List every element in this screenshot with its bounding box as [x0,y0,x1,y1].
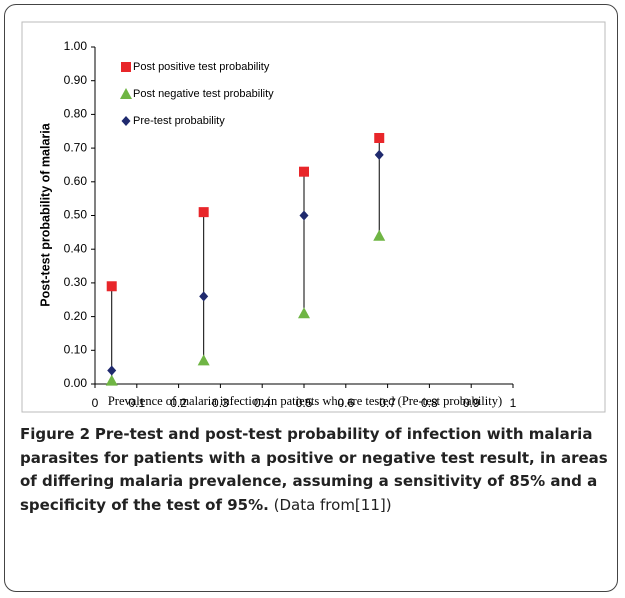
caption-bold-text: Pre-test and post-test probability of in… [20,425,608,514]
point [107,365,117,376]
legend-label: Post negative test probability [133,88,274,100]
point [199,291,209,302]
x-tick-label: 0.4 [254,396,271,410]
point [198,207,209,218]
point [373,229,386,241]
point [299,166,309,177]
point [106,281,117,292]
y-tick-label: 0.50 [64,208,88,222]
x-tick-label: 0 [92,396,99,410]
y-axis-title: Post-test probability of malaria [38,122,52,306]
legend-marker [121,116,131,126]
y-tick-label: 0.40 [64,241,88,255]
x-axis-title: Prevalence of malaria infection in patie… [108,394,502,408]
figure-frame [4,4,618,592]
legend-marker [121,62,131,72]
legend-label: Post positive test probability [133,61,270,73]
chart: Prevalence of malaria infection in patie… [21,21,606,413]
y-tick-label: 0.20 [64,309,88,323]
point [299,210,309,221]
caption: Figure 2 Pre-test and post-test probabil… [20,423,612,517]
point [105,374,118,386]
point [374,132,385,143]
x-tick-label: 0.5 [296,396,313,410]
y-tick-label: 0.00 [64,376,88,390]
point [298,307,310,319]
x-tick-label: 0.3 [212,396,229,410]
point [374,149,384,160]
x-tick-label: 0.1 [128,396,145,410]
caption-label: Figure 2 [20,425,91,443]
x-tick-label: 0.9 [463,396,480,410]
y-tick-label: 0.30 [64,275,88,289]
x-tick-label: 0.7 [379,396,396,410]
y-tick-label: 1.00 [64,39,88,53]
x-tick-label: 0.6 [337,396,354,410]
legend-label: Pre-test probability [133,115,225,127]
legend-marker [120,88,132,99]
y-tick-label: 0.80 [64,107,88,121]
x-tick-label: 0.2 [170,396,187,410]
y-tick-label: 0.70 [64,140,88,154]
y-tick-label: 0.90 [64,73,88,87]
point [197,354,210,366]
x-tick-label: 0.8 [421,396,438,410]
y-tick-label: 0.60 [64,174,88,188]
chart-border [21,21,606,413]
y-tick-label: 0.10 [64,342,88,356]
x-tick-label: 1 [510,396,517,410]
caption-text: (Data from[11]) [273,495,392,514]
